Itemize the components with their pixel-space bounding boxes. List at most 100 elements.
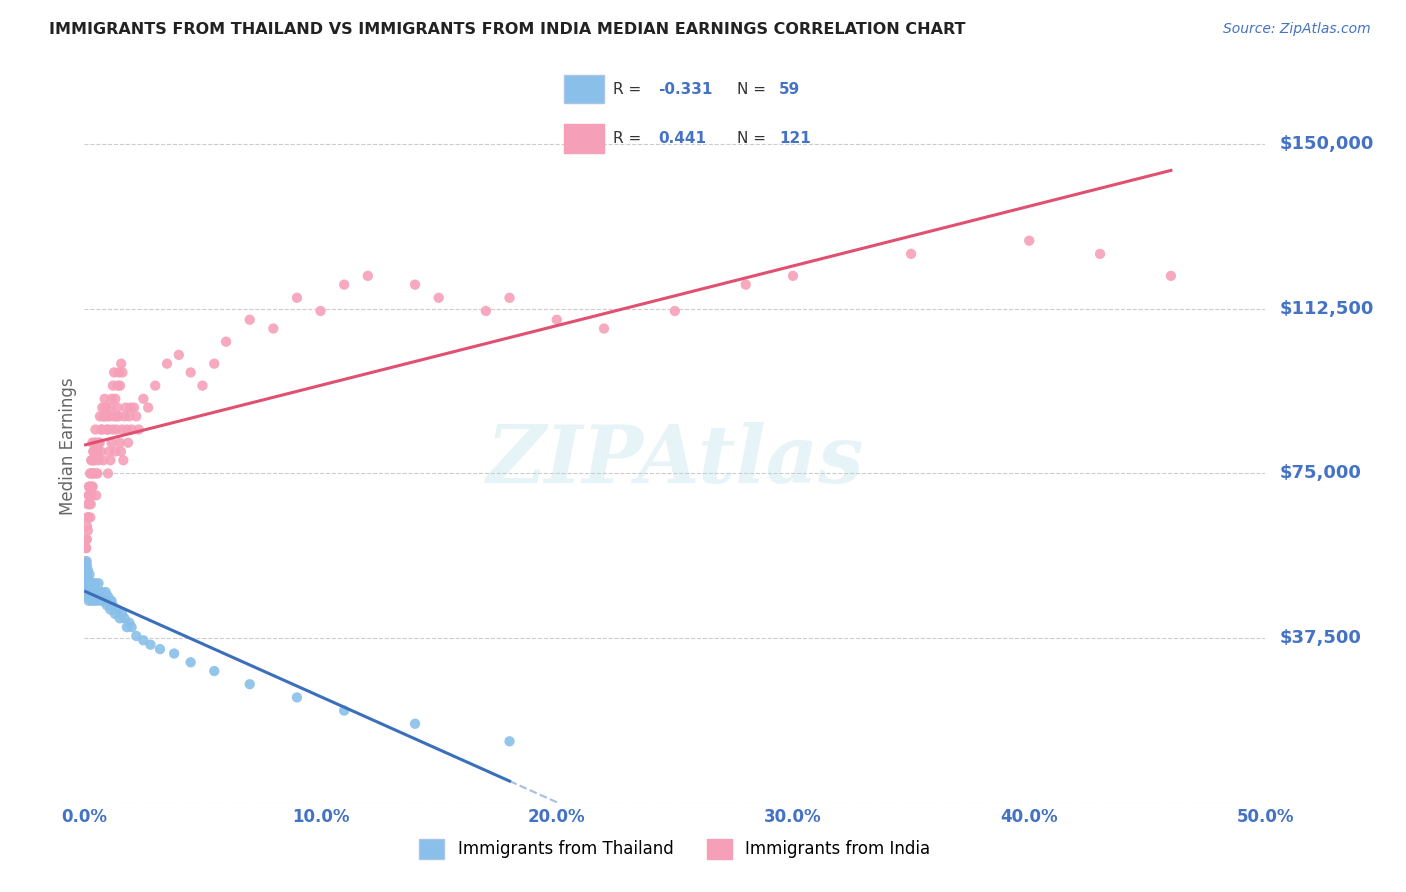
Point [202, 664, 225, 678]
Point [97, 590, 120, 604]
Point [75, 572, 97, 586]
Point [86, 467, 108, 481]
Point [180, 655, 202, 669]
Point [75, 541, 97, 555]
Point [118, 409, 141, 424]
Point [83, 453, 105, 467]
Point [83, 444, 105, 458]
Text: 0.441: 0.441 [658, 131, 706, 146]
Point [125, 629, 148, 643]
Point [104, 392, 127, 406]
Point [80, 453, 103, 467]
Point [91, 453, 114, 467]
Point [84, 444, 107, 458]
Point [215, 334, 238, 349]
Point [84, 488, 107, 502]
Point [110, 444, 132, 458]
Point [104, 444, 127, 458]
Text: N =: N = [737, 81, 770, 96]
Point [100, 435, 122, 450]
Point [121, 620, 143, 634]
FancyBboxPatch shape [564, 75, 603, 103]
Point [80, 467, 103, 481]
Point [104, 607, 127, 621]
Point [309, 304, 332, 318]
Point [76, 533, 98, 547]
Point [108, 378, 131, 392]
Point [100, 594, 122, 608]
Point [90, 423, 112, 437]
Point [84, 444, 107, 458]
Point [79, 567, 101, 582]
Point [91, 423, 114, 437]
Y-axis label: Median Earnings: Median Earnings [59, 377, 77, 515]
Point [114, 401, 136, 415]
Point [664, 304, 686, 318]
Point [97, 423, 120, 437]
Point [333, 704, 356, 718]
Point [82, 480, 104, 494]
Point [100, 392, 122, 406]
Text: Source: ZipAtlas.com: Source: ZipAtlas.com [1223, 22, 1371, 37]
Text: 59: 59 [779, 81, 800, 96]
Point [96, 409, 118, 424]
Point [114, 409, 136, 424]
Point [75, 567, 97, 582]
Point [75, 576, 97, 591]
Text: -0.331: -0.331 [658, 81, 713, 96]
Point [82, 576, 104, 591]
Point [110, 357, 132, 371]
Point [94, 401, 117, 415]
Point [404, 716, 426, 731]
Point [103, 409, 125, 424]
Text: N =: N = [737, 131, 770, 146]
Point [77, 585, 100, 599]
Point [80, 488, 103, 502]
Point [76, 554, 98, 568]
Point [180, 366, 202, 380]
Point [76, 497, 98, 511]
Point [105, 409, 128, 424]
Point [143, 378, 166, 392]
Text: $37,500: $37,500 [1279, 629, 1361, 647]
Point [239, 677, 262, 691]
Point [333, 277, 356, 292]
Point [262, 321, 284, 335]
Point [98, 453, 121, 467]
Point [77, 497, 100, 511]
Point [90, 594, 112, 608]
Point [734, 277, 756, 292]
Point [782, 268, 804, 283]
Point [107, 602, 129, 616]
Point [108, 366, 131, 380]
Point [77, 576, 100, 591]
Point [112, 453, 135, 467]
Point [97, 467, 120, 481]
Point [103, 366, 125, 380]
Point [79, 488, 101, 502]
Point [80, 585, 103, 599]
Point [75, 541, 97, 555]
Point [77, 488, 100, 502]
Point [91, 401, 114, 415]
Point [82, 467, 104, 481]
Point [76, 510, 98, 524]
Point [80, 497, 103, 511]
Point [122, 401, 145, 415]
Point [118, 615, 141, 630]
Point [1018, 234, 1040, 248]
Point [77, 572, 100, 586]
Point [546, 312, 568, 326]
Point [93, 594, 115, 608]
Text: 121: 121 [779, 131, 811, 146]
Point [132, 392, 155, 406]
Point [239, 312, 262, 326]
Point [108, 435, 131, 450]
Point [98, 409, 121, 424]
Point [101, 598, 124, 612]
Point [75, 554, 97, 568]
Point [120, 401, 142, 415]
Point [93, 409, 115, 424]
Point [105, 423, 128, 437]
Point [76, 519, 98, 533]
